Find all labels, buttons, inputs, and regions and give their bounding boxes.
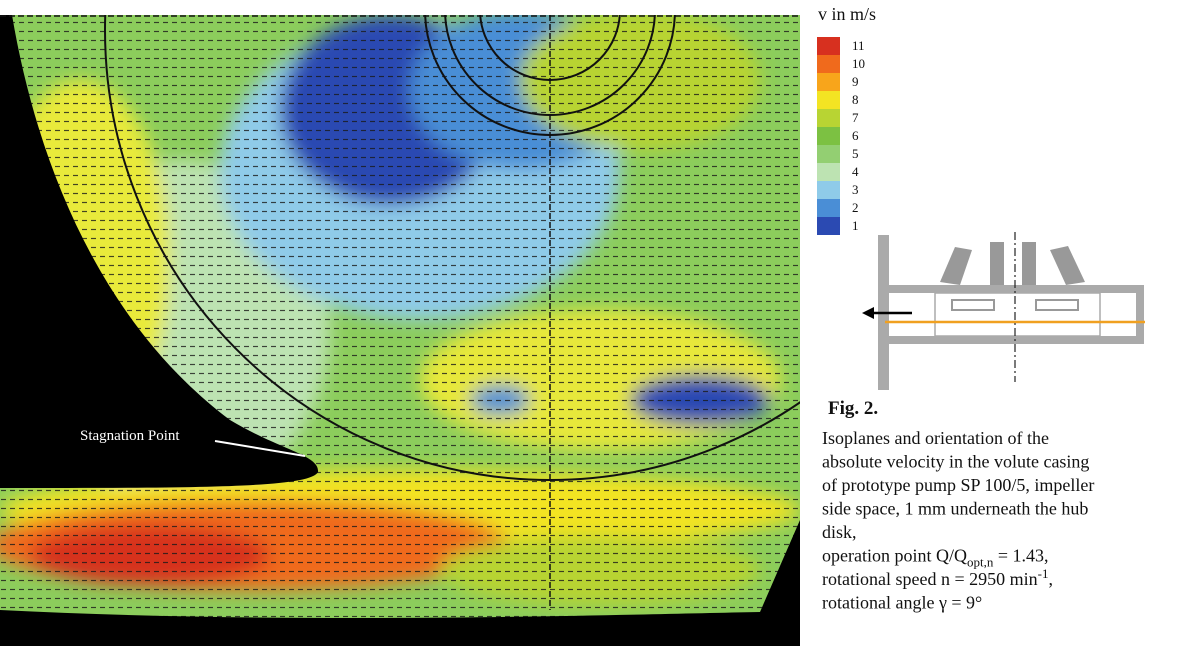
caption-line: rotational angle γ = 9°	[822, 593, 982, 613]
colorbar-swatch	[817, 163, 840, 181]
colorbar-label: 11	[852, 38, 865, 53]
annotation: Stagnation Point	[80, 428, 180, 444]
caption-text: rotational speed n = 2950 min	[822, 569, 1038, 589]
colorbar-swatch	[817, 55, 840, 73]
caption-line: Isoplanes and orientation of the	[822, 428, 1049, 448]
colorbar-title: v in m/s	[818, 4, 876, 24]
caption-line: side space, 1 mm underneath the hub	[822, 499, 1088, 519]
colorbar-swatch	[817, 217, 840, 235]
colorbar-label: 5	[852, 146, 859, 161]
caption-superscript: -1	[1038, 566, 1049, 581]
colorbar-label: 9	[852, 74, 859, 89]
caption-line: rotational speed n = 2950 min-1,	[822, 566, 1053, 589]
caption-line: operation point Q/Qopt,n = 1.43,	[822, 546, 1049, 570]
caption-line: absolute velocity in the volute casing	[822, 452, 1089, 472]
colorbar-swatch	[817, 37, 840, 55]
colorbar-label: 3	[852, 182, 859, 197]
caption-subscript: opt,n	[967, 555, 994, 570]
caption-text: = 1.43,	[993, 546, 1048, 566]
caption-text: operation point Q/Q	[822, 546, 967, 566]
colorbar-swatch	[817, 73, 840, 91]
figure: Stagnation Point v in m/s 1110987654321 …	[0, 0, 1191, 646]
colorbar-label: 4	[852, 164, 859, 179]
caption-text: ,	[1048, 569, 1053, 589]
colorbar-label: 1	[852, 218, 859, 233]
colorbar-swatch	[817, 91, 840, 109]
caption-line: of prototype pump SP 100/5, impeller	[822, 475, 1094, 495]
caption: Isoplanes and orientation of the absolute…	[822, 428, 1094, 613]
colorbar-swatch	[817, 127, 840, 145]
colorbar-swatch	[817, 145, 840, 163]
colorbar-swatch	[817, 199, 840, 217]
colorbar-label: 2	[852, 200, 859, 215]
caption-label: Fig. 2.	[828, 398, 878, 419]
colorbar-label: 8	[852, 92, 859, 107]
colorbar-label: 6	[852, 128, 859, 143]
colorbar-label: 10	[852, 56, 865, 71]
colorbar-swatch	[817, 109, 840, 127]
colorbar: 11 10 9 8 7 6 5 4 3 2 1	[817, 37, 865, 235]
caption-line: disk,	[822, 522, 857, 542]
colorbar-label: 7	[852, 110, 859, 125]
pump-schematic	[862, 232, 1145, 390]
colorbar-swatch	[817, 181, 840, 199]
